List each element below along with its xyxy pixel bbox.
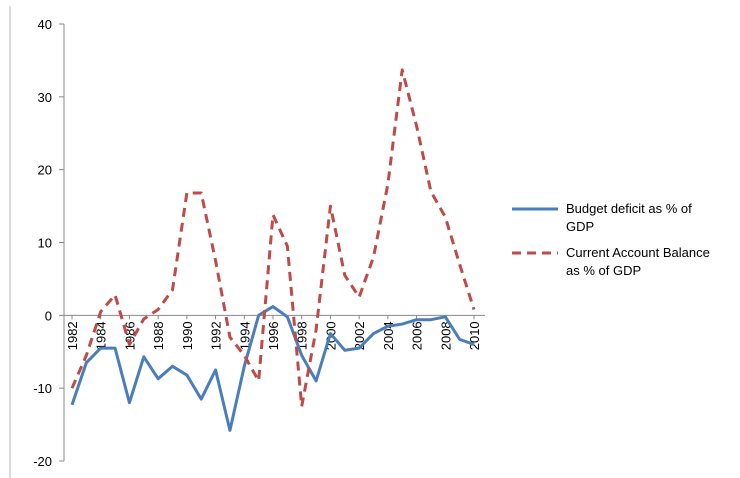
legend-item: Current Account Balance as % of GDP bbox=[512, 244, 727, 280]
y-tick-label: 0 bbox=[45, 308, 52, 323]
x-tick-label: 1990 bbox=[180, 321, 195, 350]
y-tick-label: 30 bbox=[38, 90, 52, 105]
x-tick-label: 2006 bbox=[410, 321, 425, 350]
y-tick-label: -10 bbox=[33, 381, 52, 396]
x-tick-label: 2010 bbox=[467, 321, 482, 350]
legend-label: Budget deficit as % of GDP bbox=[566, 201, 692, 234]
x-tick-label: 1984 bbox=[94, 321, 109, 350]
legend: Budget deficit as % of GDP Current Accoun… bbox=[512, 200, 727, 288]
x-tick-label: 1982 bbox=[65, 321, 80, 350]
y-tick-label: 20 bbox=[38, 163, 52, 178]
series-line bbox=[70, 305, 475, 432]
x-tick-label: 2008 bbox=[438, 321, 453, 350]
legend-swatch bbox=[512, 251, 558, 255]
legend-item: Budget deficit as % of GDP bbox=[512, 200, 727, 236]
series-line bbox=[70, 68, 476, 408]
y-tick-label: -20 bbox=[33, 454, 52, 469]
y-tick-label: 10 bbox=[38, 236, 52, 251]
x-tick-label: 1992 bbox=[209, 321, 224, 350]
x-tick-label: 1994 bbox=[237, 321, 252, 350]
x-tick-label: 1988 bbox=[151, 321, 166, 350]
x-tick-label: 1996 bbox=[266, 321, 281, 350]
legend-swatch bbox=[512, 207, 558, 211]
legend-label: Current Account Balance as % of GDP bbox=[566, 245, 710, 278]
y-tick-label: 40 bbox=[38, 17, 52, 32]
